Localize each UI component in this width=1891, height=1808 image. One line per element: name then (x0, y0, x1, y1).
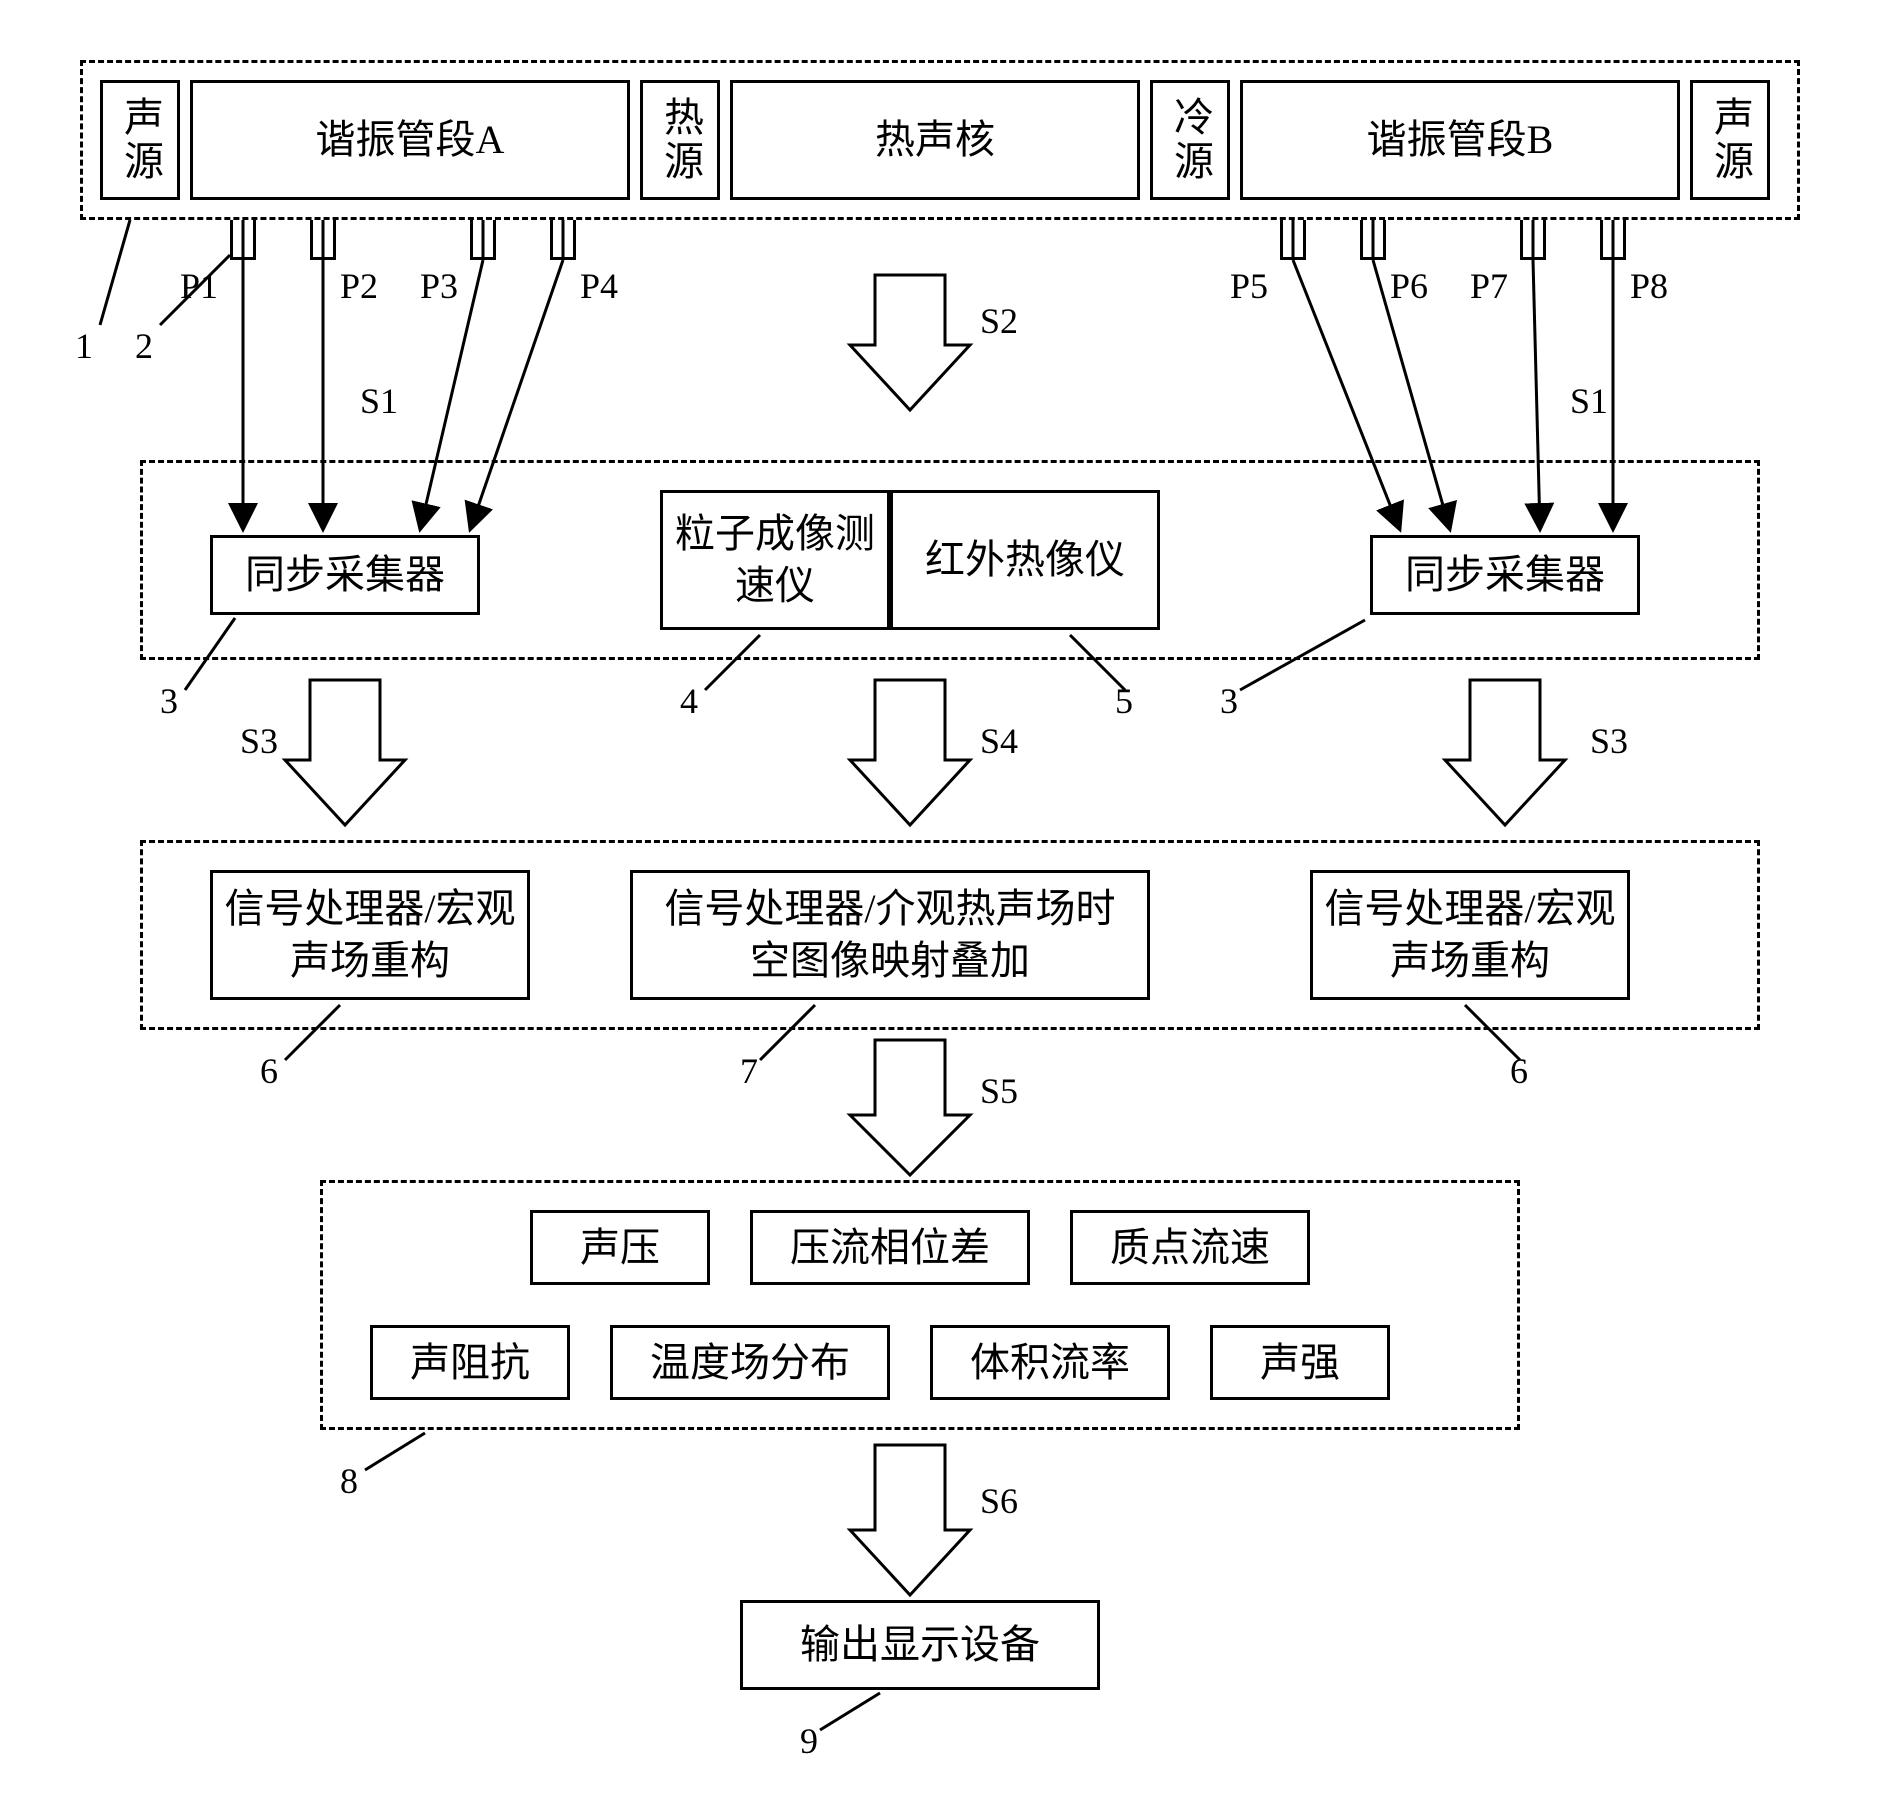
label: 谐振管段A (316, 114, 505, 166)
num-7: 7 (740, 1050, 758, 1092)
out-phase-diff: 压流相位差 (750, 1210, 1030, 1285)
label: 信号处理器/宏观声场重构 (213, 883, 527, 987)
resonator-b: 谐振管段B (1240, 80, 1680, 200)
label: 压流相位差 (790, 1222, 990, 1274)
out-impedance: 声阻抗 (370, 1325, 570, 1400)
label: 声阻抗 (410, 1337, 530, 1389)
meso-overlay: 信号处理器/介观热声场时空图像映射叠加 (630, 870, 1150, 1000)
label: 同步采集器 (245, 549, 445, 601)
num-9: 9 (800, 1720, 818, 1762)
macro-right: 信号处理器/宏观声场重构 (1310, 870, 1630, 1000)
p3-label: P3 (420, 265, 458, 307)
output-display: 输出显示设备 (740, 1600, 1100, 1690)
p4-label: P4 (580, 265, 618, 307)
diagram-canvas: 声源 谐振管段A 热源 热声核 冷源 谐振管段B 声源 P1 P2 P3 P4 … (40, 40, 1840, 1760)
label: 粒子成像测速仪 (663, 508, 887, 612)
out-vol-flow: 体积流率 (930, 1325, 1170, 1400)
sound-source-right: 声源 (1690, 80, 1770, 200)
macro-left: 信号处理器/宏观声场重构 (210, 870, 530, 1000)
piv-box: 粒子成像测速仪 (660, 490, 890, 630)
label: 同步采集器 (1405, 549, 1605, 601)
label: 输出显示设备 (800, 1619, 1040, 1671)
num-2: 2 (135, 325, 153, 367)
num-3a: 3 (160, 680, 178, 722)
num-5: 5 (1115, 680, 1133, 722)
num-4: 4 (680, 680, 698, 722)
out-intensity: 声强 (1210, 1325, 1390, 1400)
label: 红外热像仪 (925, 534, 1125, 586)
sensor-p5 (1280, 220, 1306, 260)
num-1: 1 (75, 325, 93, 367)
cold-source: 冷源 (1150, 80, 1230, 200)
label: 体积流率 (970, 1337, 1130, 1389)
sensor-p7 (1520, 220, 1546, 260)
out-temp-dist: 温度场分布 (610, 1325, 890, 1400)
label: 冷源 (1164, 96, 1216, 184)
resonator-a: 谐振管段A (190, 80, 630, 200)
s6-label: S6 (980, 1480, 1018, 1522)
sync-collector-right: 同步采集器 (1370, 535, 1640, 615)
p2-label: P2 (340, 265, 378, 307)
p7-label: P7 (1470, 265, 1508, 307)
label: 热声核 (875, 114, 995, 166)
ir-box: 红外热像仪 (890, 490, 1160, 630)
s5-label: S5 (980, 1070, 1018, 1112)
label: 谐振管段B (1367, 114, 1554, 166)
label: 信号处理器/介观热声场时空图像映射叠加 (633, 883, 1147, 987)
s1-right-label: S1 (1570, 380, 1608, 422)
label: 温度场分布 (650, 1337, 850, 1389)
sensor-p8 (1600, 220, 1626, 260)
s4-label: S4 (980, 720, 1018, 762)
label: 声源 (1704, 96, 1756, 184)
num-6a: 6 (260, 1050, 278, 1092)
num-8: 8 (340, 1460, 358, 1502)
out-particle-vel: 质点流速 (1070, 1210, 1310, 1285)
sensor-p2 (310, 220, 336, 260)
p5-label: P5 (1230, 265, 1268, 307)
label: 声源 (114, 96, 166, 184)
label: 质点流速 (1110, 1222, 1270, 1274)
s2-label: S2 (980, 300, 1018, 342)
num-6b: 6 (1510, 1050, 1528, 1092)
thermo-core: 热声核 (730, 80, 1140, 200)
sync-collector-left: 同步采集器 (210, 535, 480, 615)
label: 信号处理器/宏观声场重构 (1313, 883, 1627, 987)
out-sound-pressure: 声压 (530, 1210, 710, 1285)
num-3b: 3 (1220, 680, 1238, 722)
label: 声压 (580, 1222, 660, 1274)
s3-right-label: S3 (1590, 720, 1628, 762)
label: 热源 (654, 96, 706, 184)
sound-source-left: 声源 (100, 80, 180, 200)
p1-label: P1 (180, 265, 218, 307)
sensor-p4 (550, 220, 576, 260)
s1-left-label: S1 (360, 380, 398, 422)
p8-label: P8 (1630, 265, 1668, 307)
s3-left-label: S3 (240, 720, 278, 762)
sensor-p6 (1360, 220, 1386, 260)
label: 声强 (1260, 1337, 1340, 1389)
heat-source: 热源 (640, 80, 720, 200)
p6-label: P6 (1390, 265, 1428, 307)
sensor-p1 (230, 220, 256, 260)
sensor-p3 (470, 220, 496, 260)
